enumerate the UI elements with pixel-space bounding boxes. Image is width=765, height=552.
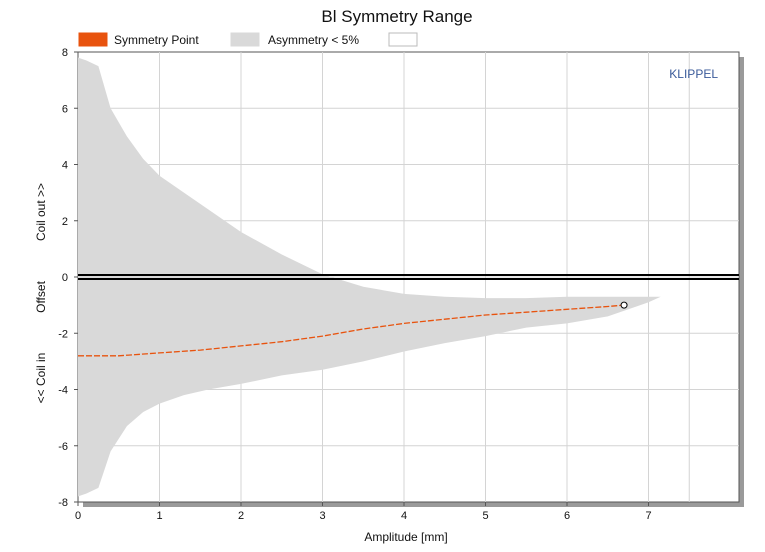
legend: Symmetry Point Asymmetry < 5%: [78, 32, 418, 47]
legend-swatch: [230, 32, 260, 47]
y-tick-label: 2: [62, 216, 68, 228]
x-tick-label: 7: [645, 510, 651, 522]
y-tick-label: 8: [62, 47, 68, 59]
x-tick-label: 1: [156, 510, 162, 522]
zero-reference-line: [78, 274, 739, 280]
chart-title: Bl Symmetry Range: [321, 7, 472, 26]
asymmetry-band: [78, 57, 661, 497]
x-tick-label: 3: [319, 510, 325, 522]
y-tick-label: -2: [58, 328, 68, 340]
y-axis-label-middle: Offset: [34, 280, 48, 312]
y-tick-label: 4: [62, 160, 68, 172]
end-marker: [620, 301, 628, 309]
y-axis-label-top: Coil out >>: [34, 183, 48, 241]
tick-labels: 0 1 2 3 4 5 6 7 8 6 4 2 0 -2 -4 -6 -8: [58, 47, 651, 522]
legend-label: Asymmetry < 5%: [268, 33, 359, 47]
y-tick-label: -8: [58, 497, 68, 509]
series-layer: [78, 301, 628, 357]
y-tick-label: -4: [58, 385, 68, 397]
asymmetry-band-area: [78, 57, 661, 497]
y-tick-label: 0: [62, 272, 68, 284]
x-tick-label: 5: [482, 510, 488, 522]
y-tick-label: 6: [62, 103, 68, 115]
legend-swatch: [78, 32, 108, 47]
x-axis-label: Amplitude [mm]: [364, 530, 447, 544]
x-tick-label: 6: [564, 510, 570, 522]
x-tick-label: 2: [238, 510, 244, 522]
x-tick-label: 0: [75, 510, 81, 522]
legend-label: Symmetry Point: [114, 33, 199, 47]
y-tick-label: -6: [58, 441, 68, 453]
klippel-brand: KLIPPEL: [669, 67, 718, 81]
x-tick-label: 4: [401, 510, 407, 522]
legend-swatch: [388, 32, 418, 47]
y-axis-label-bottom: << Coil in: [34, 353, 48, 404]
